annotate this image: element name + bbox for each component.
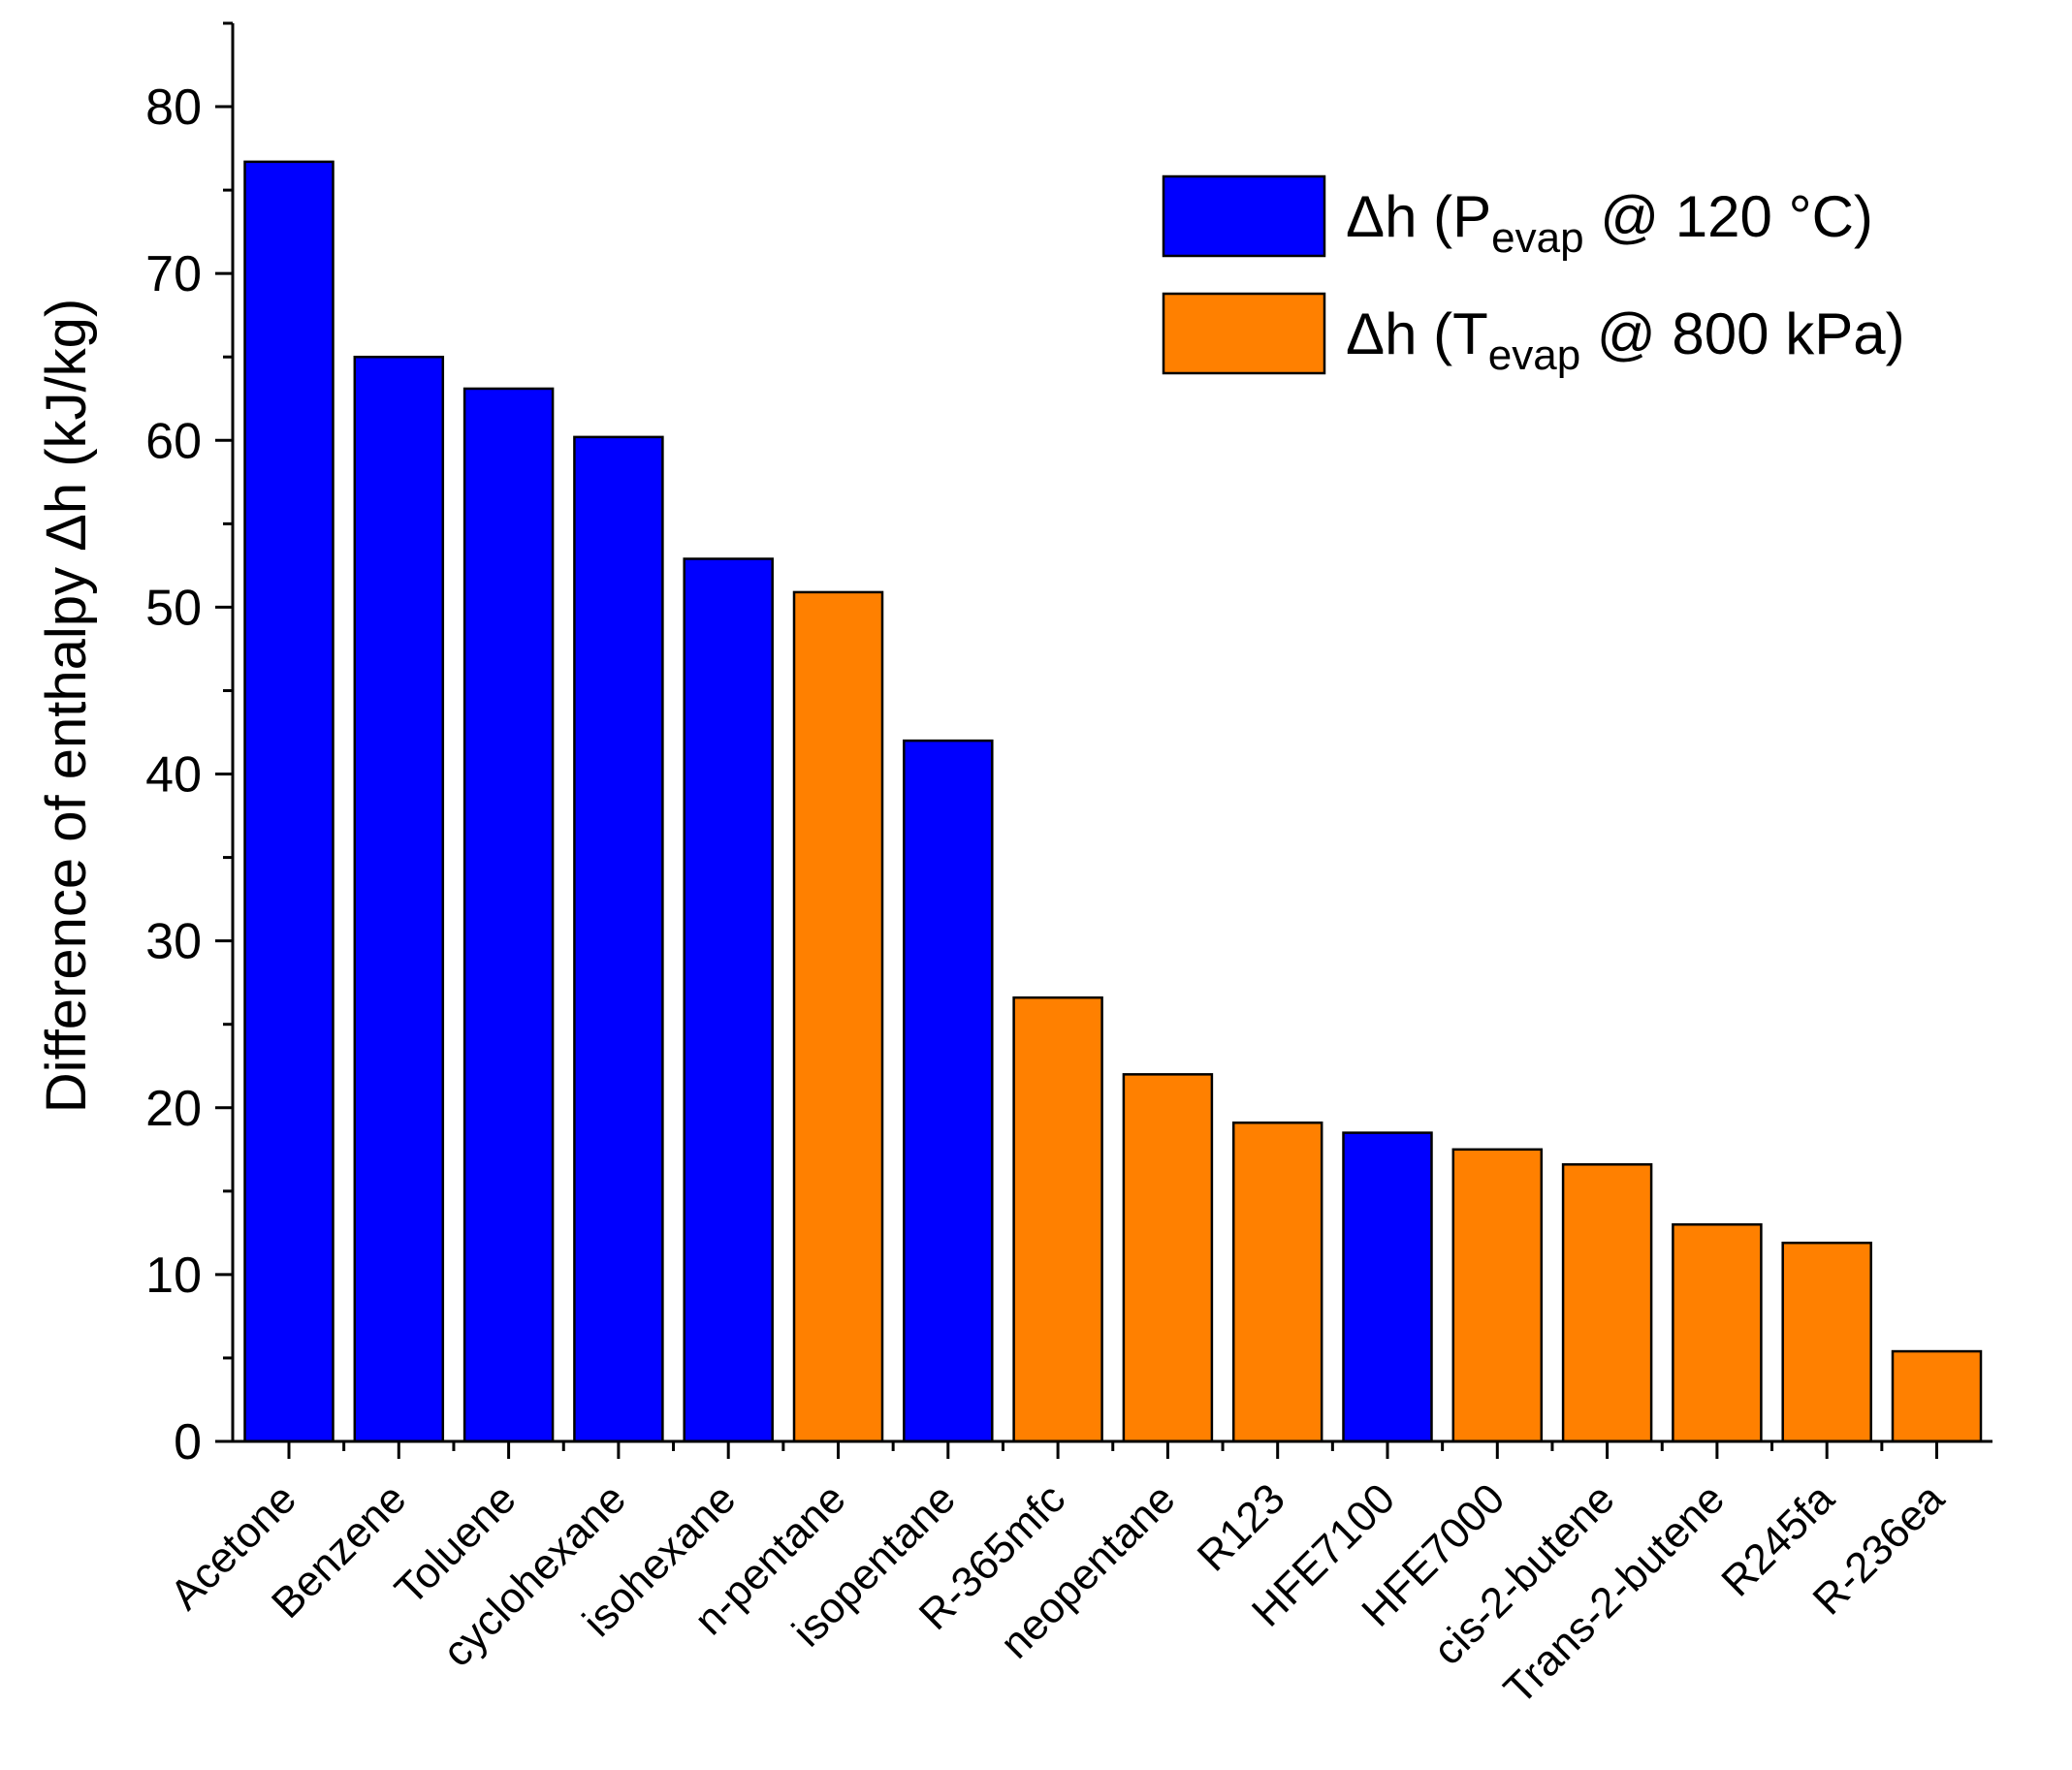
- bar-acetone: [243, 160, 335, 1443]
- y-tick-label: 0: [174, 1414, 202, 1470]
- bar-neopentane: [1122, 1073, 1214, 1443]
- bar-n-pentane: [792, 590, 884, 1443]
- y-tick-label: 50: [145, 580, 202, 636]
- bar-r123: [1231, 1122, 1323, 1443]
- y-tick-label: 70: [145, 246, 202, 302]
- x-tick-label: R123: [1189, 1474, 1294, 1580]
- bar-cyclohexane: [573, 435, 664, 1443]
- legend: Δh (Pevap @ 120 °C) Δh (Tevap @ 800 kPa): [1162, 174, 1905, 379]
- bar-r-236ea: [1891, 1349, 1983, 1443]
- y-tick-label: 40: [145, 747, 202, 804]
- y-tick-label: 10: [145, 1248, 202, 1304]
- bar-hfe7000: [1451, 1148, 1544, 1443]
- bar-r-365mfc: [1012, 996, 1103, 1443]
- bar-isopentane: [903, 739, 994, 1443]
- bar-hfe7100: [1342, 1131, 1433, 1443]
- bar-isohexane: [683, 557, 774, 1443]
- axes-layer: [215, 21, 1992, 1459]
- y-tick-label: 20: [145, 1081, 202, 1137]
- y-axis-title: Difference of enthalpy Δh (kJ/kg): [35, 299, 98, 1113]
- bar-r245fa: [1781, 1241, 1872, 1443]
- legend-label-pevap: Δh (Pevap @ 120 °C): [1346, 184, 1873, 262]
- y-tick-label: 30: [145, 914, 202, 970]
- legend-swatch-pevap: [1162, 174, 1326, 258]
- bars-layer: [243, 160, 1983, 1443]
- bar-trans-2-butene: [1672, 1222, 1763, 1443]
- y-tick-label: 60: [145, 413, 202, 469]
- legend-swatch-tevap: [1162, 292, 1326, 375]
- bar-benzene: [353, 355, 445, 1443]
- bar-toluene: [462, 387, 555, 1443]
- y-tick-label: 80: [145, 79, 202, 136]
- legend-label-tevap: Δh (Tevap @ 800 kPa): [1346, 301, 1905, 379]
- bar-cis-2-butene: [1561, 1163, 1653, 1443]
